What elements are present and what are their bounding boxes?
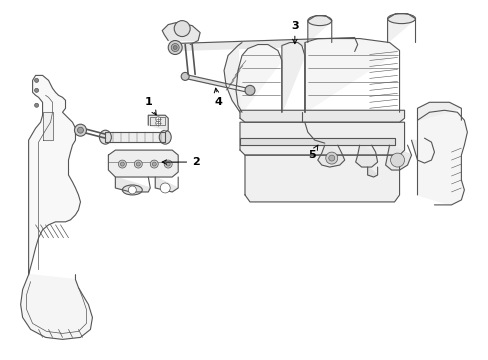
Polygon shape — [185, 75, 247, 92]
Circle shape — [152, 162, 156, 166]
Text: 2: 2 — [162, 157, 200, 167]
Polygon shape — [417, 102, 461, 120]
Circle shape — [118, 160, 126, 168]
Polygon shape — [236, 45, 281, 112]
Circle shape — [134, 160, 142, 168]
Polygon shape — [42, 112, 52, 140]
Polygon shape — [281, 42, 304, 112]
Polygon shape — [367, 167, 377, 177]
Circle shape — [160, 183, 170, 193]
Circle shape — [181, 72, 189, 80]
Circle shape — [35, 78, 39, 82]
Polygon shape — [240, 138, 394, 145]
Polygon shape — [317, 145, 344, 167]
Polygon shape — [155, 177, 178, 192]
Circle shape — [171, 44, 179, 51]
Text: 1: 1 — [144, 97, 156, 115]
Polygon shape — [108, 150, 178, 177]
Polygon shape — [29, 75, 81, 275]
Circle shape — [174, 21, 190, 37]
Polygon shape — [105, 132, 165, 142]
Circle shape — [168, 41, 182, 54]
Polygon shape — [387, 14, 415, 42]
Polygon shape — [244, 155, 399, 202]
Circle shape — [173, 45, 177, 50]
Ellipse shape — [159, 130, 171, 144]
Ellipse shape — [122, 185, 142, 195]
Circle shape — [120, 162, 124, 166]
Circle shape — [77, 127, 83, 133]
Circle shape — [150, 160, 158, 168]
Text: 4: 4 — [214, 88, 222, 107]
Circle shape — [325, 152, 337, 164]
Circle shape — [390, 153, 404, 167]
Ellipse shape — [99, 130, 111, 144]
Ellipse shape — [307, 15, 331, 26]
Polygon shape — [355, 145, 377, 167]
Circle shape — [156, 117, 161, 122]
Polygon shape — [307, 15, 331, 42]
Polygon shape — [240, 110, 404, 122]
Polygon shape — [240, 122, 404, 155]
Polygon shape — [175, 37, 357, 50]
Polygon shape — [20, 275, 92, 339]
Text: 5: 5 — [307, 145, 317, 160]
Circle shape — [35, 103, 39, 107]
Polygon shape — [411, 140, 433, 163]
Polygon shape — [115, 177, 150, 192]
Circle shape — [328, 155, 334, 161]
Polygon shape — [162, 23, 200, 41]
Circle shape — [35, 88, 39, 92]
Circle shape — [244, 85, 254, 95]
Circle shape — [74, 124, 86, 136]
Polygon shape — [304, 39, 399, 112]
Polygon shape — [224, 45, 240, 112]
Polygon shape — [385, 145, 411, 170]
Circle shape — [136, 162, 140, 166]
Polygon shape — [148, 115, 168, 130]
Circle shape — [156, 121, 161, 126]
Text: 3: 3 — [290, 21, 298, 44]
Circle shape — [128, 186, 136, 194]
Polygon shape — [417, 110, 467, 205]
Ellipse shape — [387, 14, 415, 24]
Circle shape — [164, 160, 172, 168]
Circle shape — [166, 162, 170, 166]
